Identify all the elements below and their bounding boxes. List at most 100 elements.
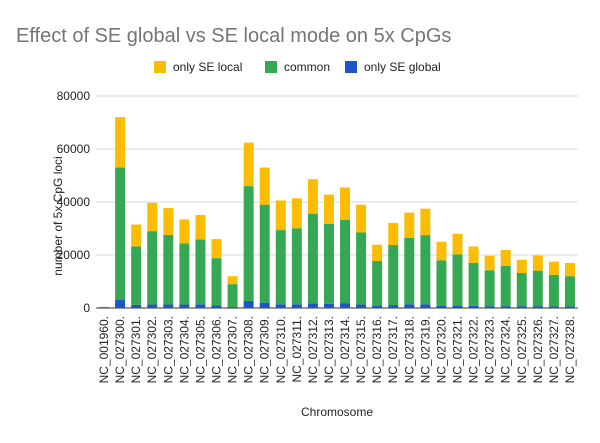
- bar-segment: [452, 305, 463, 308]
- x-tick-label: NC_027314.: [338, 316, 352, 383]
- bar-segment: [195, 214, 206, 240]
- bar-segment: [436, 305, 447, 308]
- x-tick-label: NC_027328.: [563, 316, 577, 383]
- bar-segment: [163, 208, 174, 235]
- bar-segment: [131, 224, 142, 247]
- bar-segment: [147, 231, 158, 305]
- x-tick-label: NC_027311.: [290, 316, 304, 383]
- bar-segment: [564, 306, 575, 308]
- bar-segment: [227, 306, 238, 308]
- bar-segment: [420, 304, 431, 308]
- bar-segment: [404, 212, 415, 238]
- bar-segment: [211, 239, 222, 259]
- bar-segment: [500, 249, 511, 266]
- x-tick-label: NC_027313.: [322, 316, 336, 383]
- bar-segment: [307, 213, 318, 304]
- x-tick-label: NC_027309.: [258, 316, 272, 383]
- bar-segment: [307, 179, 318, 214]
- bar-segment: [243, 142, 254, 187]
- y-gridlines: [96, 95, 578, 309]
- x-tick-label: NC_027320.: [434, 316, 448, 383]
- bar-series: [99, 117, 575, 308]
- bar-segment: [468, 305, 479, 308]
- bar-segment: [484, 306, 495, 308]
- bar-segment: [436, 260, 447, 306]
- bar-segment: [404, 304, 415, 308]
- bar-segment: [227, 284, 238, 307]
- x-tick-label: NC_027322.: [467, 316, 481, 383]
- y-axis-ticks: 0 20000 40000 60000 80000: [57, 89, 91, 315]
- bar-segment: [468, 262, 479, 306]
- x-tick-label: NC_027307.: [226, 316, 240, 383]
- bar-segment: [532, 270, 543, 307]
- bar-segment: [388, 244, 399, 306]
- bar-segment: [484, 270, 495, 307]
- bar-segment: [452, 233, 463, 255]
- bar-segment: [211, 258, 222, 306]
- bar-segment: [388, 305, 399, 308]
- bar-segment: [532, 306, 543, 308]
- bar-segment: [356, 204, 367, 233]
- x-tick-label: NC_027306.: [210, 316, 224, 383]
- bar-segment: [564, 276, 575, 307]
- bar-segment: [227, 276, 238, 285]
- legend-swatch: [345, 61, 357, 73]
- bar-segment: [516, 273, 527, 307]
- x-tick-label: NC_027316.: [370, 316, 384, 383]
- bar-segment: [548, 306, 559, 308]
- x-tick-label: NC_027304.: [177, 316, 191, 383]
- bar-segment: [548, 261, 559, 275]
- bar-segment: [179, 243, 190, 305]
- bar-segment: [307, 303, 318, 308]
- bar-segment: [163, 304, 174, 308]
- bar-segment: [243, 186, 254, 301]
- bar-segment: [340, 187, 351, 221]
- bar-segment: [163, 234, 174, 305]
- x-tick-label: NC_027302.: [145, 316, 159, 383]
- bar-segment: [179, 304, 190, 308]
- bar-segment: [372, 305, 383, 308]
- x-tick-label: NC_027312.: [306, 316, 320, 383]
- bar-segment: [323, 223, 334, 304]
- y-tick-label: 20000: [57, 248, 91, 262]
- bar-segment: [516, 306, 527, 308]
- bar-segment: [468, 246, 479, 263]
- bar-segment: [291, 304, 302, 308]
- x-tick-label: NC_027303.: [161, 316, 175, 383]
- bar-segment: [131, 304, 142, 308]
- bar-segment: [291, 198, 302, 229]
- y-axis-label: number of 5x CpG loci: [51, 156, 65, 275]
- legend-label: only SE local: [173, 60, 242, 74]
- x-tick-label: NC_027308.: [242, 316, 256, 383]
- x-tick-label: NC_027325.: [515, 316, 529, 383]
- x-axis-label: Chromosome: [301, 405, 373, 419]
- bar-segment: [420, 235, 431, 305]
- bar-segment: [452, 254, 463, 306]
- bar-segment: [259, 302, 270, 308]
- bar-segment: [500, 306, 511, 308]
- legend-label: common: [284, 60, 330, 74]
- x-tick-label: NC_027327.: [547, 316, 561, 383]
- chart-title: Effect of SE global vs SE local mode on …: [16, 25, 451, 47]
- x-tick-label: NC_027326.: [531, 316, 545, 383]
- x-tick-label: NC_027300.: [113, 316, 127, 383]
- y-tick-label: 40000: [57, 195, 91, 209]
- x-tick-label: NC_027315.: [354, 316, 368, 383]
- bar-segment: [147, 202, 158, 232]
- bar-segment: [275, 200, 286, 231]
- legend-swatch: [265, 61, 277, 73]
- bar-segment: [275, 304, 286, 308]
- x-tick-label: NC_001960.: [97, 316, 111, 383]
- legend-label: only SE global: [364, 60, 441, 74]
- bar-segment: [436, 241, 447, 261]
- x-tick-label: NC_027323.: [483, 316, 497, 383]
- bar-segment: [388, 222, 399, 245]
- y-tick-label: 80000: [57, 89, 91, 103]
- x-tick-label: NC_027310.: [274, 316, 288, 383]
- bar-segment: [372, 260, 383, 306]
- bar-segment: [243, 300, 254, 308]
- x-tick-label: NC_027317.: [386, 316, 400, 383]
- bar-segment: [259, 204, 270, 303]
